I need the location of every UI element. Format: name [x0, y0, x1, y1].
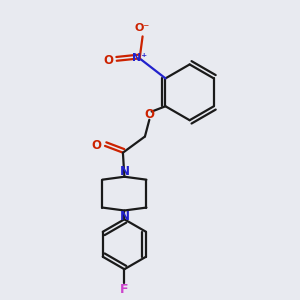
- Text: O: O: [103, 54, 113, 67]
- Text: N: N: [119, 165, 129, 178]
- Text: O: O: [144, 108, 154, 121]
- Text: N: N: [119, 210, 129, 223]
- Text: O: O: [92, 139, 101, 152]
- Text: N⁺: N⁺: [132, 53, 147, 63]
- Text: F: F: [120, 283, 129, 296]
- Text: O⁻: O⁻: [135, 22, 150, 33]
